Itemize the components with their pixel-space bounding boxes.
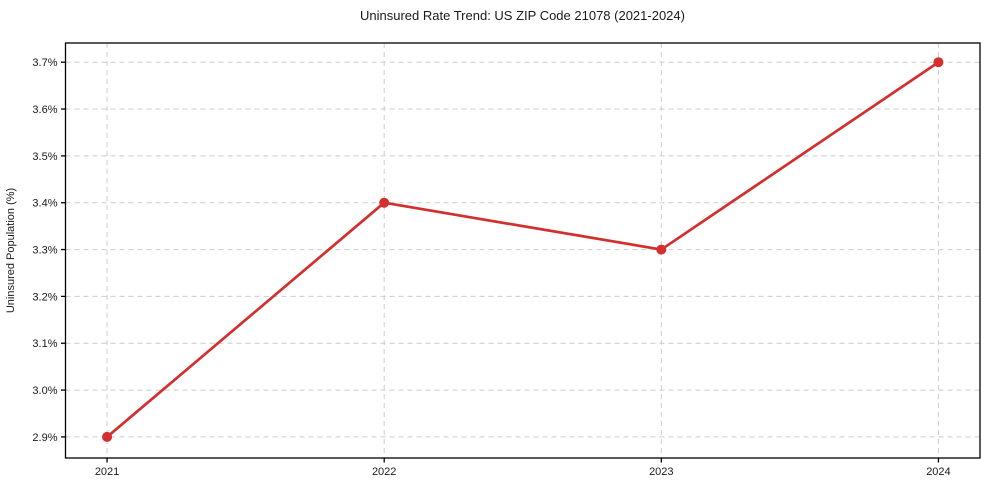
- y-tick-label: 3.4%: [32, 198, 57, 210]
- x-tick-label: 2023: [649, 466, 673, 478]
- y-tick-label: 3.6%: [32, 104, 57, 116]
- data-point-marker: [656, 244, 667, 255]
- data-point-marker: [102, 431, 113, 442]
- y-axis-label: Uninsured Population (%): [5, 188, 17, 313]
- y-tick-label: 3.5%: [32, 151, 57, 163]
- y-tick-label: 3.2%: [32, 291, 57, 303]
- y-tick-label: 3.0%: [32, 385, 57, 397]
- x-tick-label: 2024: [926, 466, 950, 478]
- x-tick-label: 2021: [95, 466, 119, 478]
- plot-border: [64, 42, 981, 459]
- data-point-marker: [379, 197, 390, 208]
- y-tick-label: 3.1%: [32, 338, 57, 350]
- y-tick-label: 2.9%: [32, 432, 57, 444]
- chart-title: Uninsured Rate Trend: US ZIP Code 21078 …: [360, 8, 685, 23]
- y-tick-label: 3.7%: [32, 57, 57, 69]
- data-point-marker: [933, 57, 944, 68]
- x-tick-label: 2022: [372, 466, 396, 478]
- y-tick-label: 3.3%: [32, 245, 57, 257]
- trend-line: [105, 60, 940, 439]
